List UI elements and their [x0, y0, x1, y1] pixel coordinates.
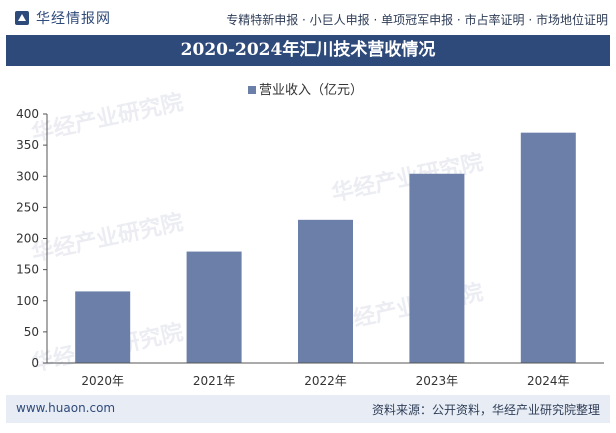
bar — [409, 173, 465, 363]
y-tick-label: 150 — [16, 263, 39, 277]
bar — [298, 219, 353, 363]
brand-logo[interactable]: 华经情报网 — [14, 9, 111, 27]
x-tick-label: 2022年 — [304, 374, 347, 388]
brand-icon — [15, 11, 29, 25]
x-tick-label: 2020年 — [81, 374, 124, 388]
y-tick-label: 300 — [16, 169, 39, 183]
chart-title: 2020-2024年汇川技术营收情况 — [6, 35, 610, 66]
y-tick-label: 50 — [24, 325, 39, 339]
x-tick-label: 2021年 — [193, 374, 236, 388]
y-tick-label: 250 — [16, 200, 39, 214]
y-tick-label: 200 — [16, 232, 39, 246]
bar — [520, 132, 576, 363]
legend-label: 营业收入（亿元） — [259, 83, 363, 98]
bar-chart: 营业收入（亿元） 0 50 100 150 200 250 300 350 400 2020年 202… — [16, 83, 604, 388]
bar — [75, 291, 131, 363]
service-links[interactable]: 专精特新申报 · 小巨人申报 · 单项冠军申报 · 市占率证明 · 市场地位证明 — [226, 13, 608, 27]
y-tick-label: 0 — [31, 356, 39, 370]
footer-url[interactable]: www.huaon.com — [16, 401, 116, 415]
bar — [186, 251, 242, 363]
top-header: 华经情报网 专精特新申报 · 小巨人申报 · 单项冠军申报 · 市占率证明 · … — [0, 0, 616, 34]
x-tick-label: 2024年 — [527, 374, 570, 388]
footer-source: 资料来源：公开资料，华经产业研究院整理 — [371, 403, 600, 417]
y-tick-label: 100 — [16, 294, 39, 308]
footer-bar: www.huaon.com 资料来源：公开资料，华经产业研究院整理 — [6, 395, 610, 423]
x-tick-label: 2023年 — [416, 374, 459, 388]
brand-name: 华经情报网 — [36, 11, 111, 27]
legend-swatch — [248, 86, 256, 94]
y-tick-label: 400 — [16, 107, 39, 121]
y-tick-label: 350 — [16, 138, 39, 152]
